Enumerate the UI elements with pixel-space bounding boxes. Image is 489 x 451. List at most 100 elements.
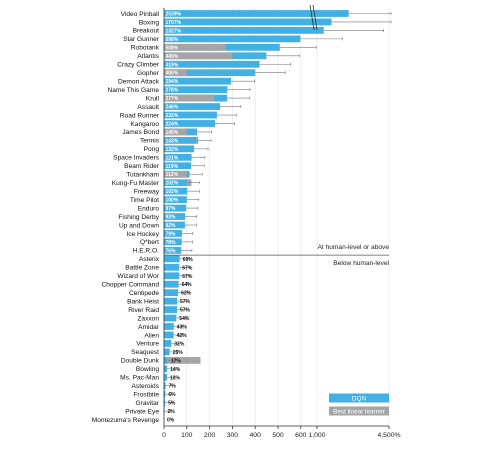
game-label-battle-zone: Battle Zone xyxy=(125,265,159,272)
game-label-atlantis: Atlantis xyxy=(137,53,159,60)
value-label-beam-rider: 119% xyxy=(166,164,179,170)
game-label-tutankham: Tutankham xyxy=(126,172,159,179)
value-label-wizard-of-wor: 67% xyxy=(182,274,193,280)
value-label-freeway: 102% xyxy=(166,189,179,195)
game-label-zaxxon: Zaxxon xyxy=(137,315,159,322)
value-label-private-eye: 2% xyxy=(167,409,175,415)
legend-label-linear: Best linear learner xyxy=(333,408,386,415)
x-tick-label-6: 600 xyxy=(295,432,307,439)
game-label-video-pinball: Video Pinball xyxy=(121,11,160,18)
game-label-road-runner: Road Runner xyxy=(120,112,160,119)
value-label-robotank: 508% xyxy=(166,45,179,51)
threshold-label-below: Below human-level xyxy=(333,260,389,267)
x-tick-label-1: 100 xyxy=(181,432,193,439)
dqn-bar-boxing xyxy=(164,19,332,26)
x-tick-label-2: 200 xyxy=(204,432,216,439)
value-label-kung-fu-master: 102% xyxy=(166,181,179,187)
game-label-space-invaders: Space Invaders xyxy=(113,155,160,162)
dqn-bar-crazy-climber xyxy=(164,61,260,68)
value-label-gopher: 400% xyxy=(166,71,179,77)
dqn-bar-venture xyxy=(164,340,171,347)
value-label-river-raid: 57% xyxy=(180,308,191,314)
game-label-asteroids: Asteroids xyxy=(132,383,160,390)
dqn-bar-bank-heist xyxy=(164,298,177,305)
x-tick-label-0: 0 xyxy=(162,432,166,439)
value-label-up-and-down: 92% xyxy=(166,223,177,229)
game-label-ms-pac-man: Ms. Pac-Man xyxy=(120,375,159,382)
x-tick-label-8: 4,500% xyxy=(377,432,400,439)
value-label-road-runner: 232% xyxy=(166,113,179,119)
value-label-demon-attack: 294% xyxy=(166,79,179,85)
value-label-h-e-r-o: 76% xyxy=(166,248,177,254)
legend-label-dqn: DQN xyxy=(352,395,367,402)
value-label-name-this-game: 278% xyxy=(166,88,179,94)
game-label-bowling: Bowling xyxy=(136,366,159,373)
value-label-amidar: 43% xyxy=(177,325,188,331)
dqn-bar-chopper-command xyxy=(164,281,179,288)
value-label-ice-hockey: 79% xyxy=(166,231,177,237)
game-label-gopher: Gopher xyxy=(137,70,160,77)
dqn-bar-video-pinball xyxy=(164,10,349,17)
game-label-river-raid: River Raid xyxy=(128,307,159,314)
value-label-breakout: 1327% xyxy=(166,28,182,34)
game-label-boxing: Boxing xyxy=(139,19,159,26)
x-tick-label-4: 400 xyxy=(250,432,262,439)
dqn-bar-bowling xyxy=(164,365,167,372)
value-label-boxing: 1707% xyxy=(166,20,182,26)
dqn-bar-ms-pac-man xyxy=(164,374,167,381)
game-label-assault: Assault xyxy=(137,104,159,111)
dqn-bar-double-dunk xyxy=(164,357,168,364)
game-label-james-bond: James Bond xyxy=(122,129,159,136)
dqn-bar-breakout xyxy=(164,27,324,34)
game-label-kangaroo: Kangaroo xyxy=(130,121,159,128)
dqn-bar-zaxxon xyxy=(164,315,176,322)
value-label-enduro: 97% xyxy=(166,206,177,212)
value-label-battle-zone: 67% xyxy=(182,265,193,271)
game-label-q-bert: Q*bert xyxy=(140,239,159,246)
value-label-crazy-climber: 419% xyxy=(166,62,179,68)
game-label-breakout: Breakout xyxy=(133,28,160,35)
dqn-bar-seaquest xyxy=(164,349,170,356)
game-label-up-and-down: Up and Down xyxy=(119,222,159,229)
value-label-video-pinball: 2539% xyxy=(166,12,182,18)
value-label-tennis: 143% xyxy=(166,138,179,144)
dqn-bar-battle-zone xyxy=(164,264,179,271)
value-label-fishing-derby: 93% xyxy=(166,215,177,221)
game-label-gravitar: Gravitar xyxy=(136,400,160,407)
game-label-bank-heist: Bank Heist xyxy=(127,298,159,305)
x-tick-label-3: 300 xyxy=(227,432,239,439)
game-label-kung-fu-master: Kung-Fu Master xyxy=(112,180,160,187)
game-label-fishing-derby: Fishing Derby xyxy=(118,214,159,221)
game-label-seaquest: Seaquest xyxy=(131,349,159,356)
value-label-asteroids: 7% xyxy=(169,384,177,390)
value-label-assault: 246% xyxy=(166,105,179,111)
game-label-private-eye: Private Eye xyxy=(125,408,159,415)
game-label-venture: Venture xyxy=(136,341,159,348)
value-label-q-bert: 78% xyxy=(166,240,177,246)
value-label-asterix: 69% xyxy=(183,257,194,263)
game-label-pong: Pong xyxy=(144,146,160,153)
game-label-star-gunner: Star Gunner xyxy=(123,36,160,43)
game-label-frostbite: Frostbite xyxy=(133,392,159,399)
game-label-wizard-of-wor: Wizard of Wor xyxy=(117,273,159,280)
game-label-alien: Alien xyxy=(144,332,159,339)
value-label-bowling: 14% xyxy=(170,367,181,373)
value-label-venture: 32% xyxy=(174,341,185,347)
dqn-bar-centipede xyxy=(164,289,178,296)
game-label-ice-hockey: Ice Hockey xyxy=(126,231,159,238)
game-label-tennis: Tennis xyxy=(140,138,160,145)
value-label-tutankham: 112% xyxy=(166,172,179,178)
value-label-gravitar: 5% xyxy=(168,401,176,407)
game-label-time-pilot: Time Pilot xyxy=(130,197,159,204)
value-label-frostbite: 6% xyxy=(168,392,176,398)
value-label-seaquest: 25% xyxy=(173,350,184,356)
dqn-bar-river-raid xyxy=(164,306,177,313)
value-label-time-pilot: 100% xyxy=(166,198,179,204)
value-label-atlantis: 449% xyxy=(166,54,179,60)
game-label-centipede: Centipede xyxy=(129,290,159,297)
value-label-space-invaders: 121% xyxy=(166,155,179,161)
game-label-h-e-r-o: H.E.R.O. xyxy=(133,248,160,255)
game-label-crazy-climber: Crazy Climber xyxy=(117,62,160,69)
